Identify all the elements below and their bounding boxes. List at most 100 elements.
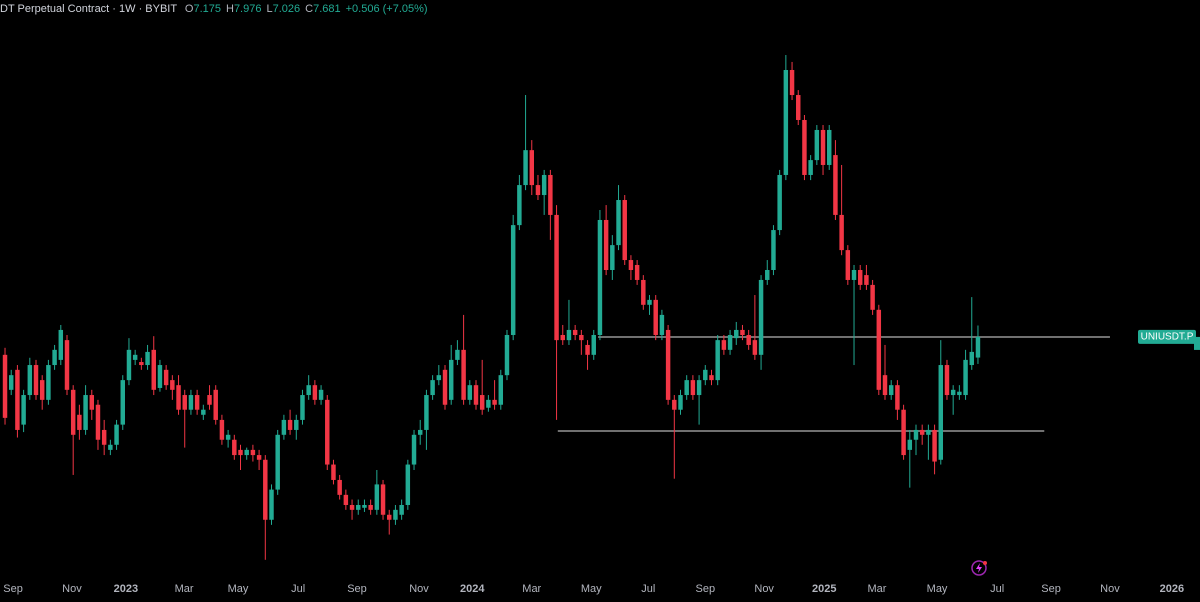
candle-body [554,214,559,341]
candle-body [312,385,318,400]
change: +0.506 (+7.05%) [346,3,428,15]
candle-body [659,314,665,335]
alert-icon[interactable] [971,560,987,576]
candle-body [405,464,411,505]
candle-body [225,434,231,440]
candle-body [653,299,658,335]
candle-body [963,359,968,396]
candle-body [294,419,299,430]
candle-body [213,389,218,420]
x-tick-label: May [228,583,249,595]
candle-body [839,214,844,251]
candle-body [796,95,801,120]
candle-body [919,429,925,435]
candle-body [306,385,311,396]
candle-body [139,362,144,366]
candle-body [89,395,95,410]
candle-body [461,349,466,400]
candle-body [938,365,944,460]
candle-body [387,514,392,520]
candle-body [616,200,621,246]
price-tag-bg [1138,329,1196,344]
candle-body [219,419,225,440]
candle-body [52,349,57,366]
candle-body [591,334,596,355]
candle-body [802,119,807,175]
ohlc-key: C [305,3,313,15]
candle-body [287,419,293,430]
candle-body [145,351,150,366]
candle-body [176,385,181,410]
candle-body [33,365,39,396]
candle-body [244,449,249,456]
candle-body [39,380,45,400]
x-tick-label: May [581,583,602,595]
header-text: DT Perpetual Contract · 1W · BYBIT O7.175… [0,3,428,15]
candle-body [535,185,541,196]
candle-body [690,380,696,396]
candle-body [393,509,398,520]
candle-body [473,385,479,405]
candle-body [362,504,367,508]
candle-body [734,329,739,339]
candle-body [696,380,702,396]
candle-body [597,219,603,335]
candle-body [157,365,163,388]
x-tick-label: Sep [1041,583,1061,595]
x-tick-label: 2024 [460,583,485,595]
candle-body [275,434,280,490]
x-tick-label: May [927,583,948,595]
candle-body [201,409,206,415]
candle-body [548,174,553,215]
candle-body [752,340,758,355]
candle-body [950,389,956,396]
x-tick-label: 2026 [1160,583,1184,595]
x-tick-label: Nov [754,583,774,595]
candle-body [151,349,156,390]
candle-body [182,395,187,410]
candle-body [467,385,473,400]
candle-body [126,349,132,381]
candle-body [907,439,913,450]
candle-body [380,484,386,515]
candle-body [957,391,962,396]
candle-body [281,419,287,435]
legend-header: DT Perpetual Contract · 1W · BYBIT O7.175… [0,3,428,15]
candle-body [758,279,764,355]
candle-body [969,351,974,366]
x-tick-label: Jul [641,583,655,595]
x-tick-label: Sep [347,583,367,595]
candle-body [95,404,101,440]
price-tag-edge [1194,336,1200,350]
candle-body [263,459,268,520]
candle-body [585,344,590,355]
candle-body [436,375,442,381]
candle-body [2,354,8,418]
candle-body [845,250,851,280]
candle-body [250,449,256,456]
ohlc-value: 7.681 [313,3,341,15]
ohlc-key: O [185,3,194,15]
candle-body [926,429,931,435]
ohlc-value: 7.026 [273,3,301,15]
candle-body [163,369,169,386]
candle-body [622,200,627,261]
candle-body [851,269,857,280]
plot-area: UNIUSDT.P [2,55,1200,560]
candle-body [374,484,380,510]
candle-body [455,349,460,360]
candle-body [356,504,361,510]
candle-body [46,365,51,400]
candle-body [486,399,491,408]
candle-body [721,340,727,350]
x-tick-label: Jul [990,583,1004,595]
candle-body [529,150,535,186]
candle-body [479,395,485,410]
candle-body [771,230,776,270]
candle-body [430,380,435,396]
candle-body [58,329,64,360]
candle-body [901,409,906,456]
candle-body [170,380,175,390]
candle-body [864,275,869,285]
candle-body [337,479,342,495]
